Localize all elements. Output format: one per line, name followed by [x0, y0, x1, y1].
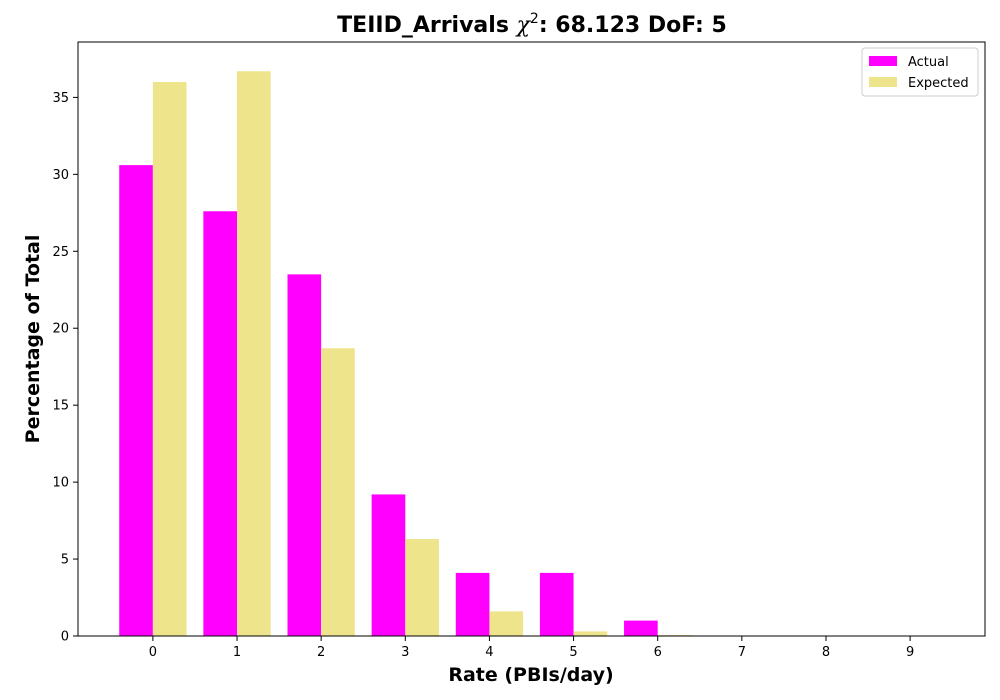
x-tick-label-6: 6	[654, 645, 662, 660]
x-tick-label-4: 4	[485, 645, 493, 660]
y-tick-label-5: 5	[61, 553, 69, 568]
bar-actual-6	[624, 620, 658, 636]
bar-expected-0	[152, 82, 187, 636]
y-tick-label-30: 30	[52, 168, 69, 183]
x-tick-label-1: 1	[233, 645, 241, 660]
x-tick-label-3: 3	[401, 645, 409, 660]
legend-label-actual: Actual	[908, 55, 949, 70]
x-tick-label-5: 5	[569, 645, 577, 660]
x-tick-label-8: 8	[822, 645, 830, 660]
y-tick-label-15: 15	[52, 399, 69, 414]
y-axis-ticks: 0 5 10 15 20 25 30 35	[52, 91, 78, 645]
y-axis-label: Percentage of Total	[22, 235, 44, 444]
x-axis-label: Rate (PBIs/day)	[448, 664, 613, 686]
bar-actual-2	[287, 274, 322, 636]
x-tick-label-0: 0	[149, 645, 157, 660]
legend-swatch-actual	[869, 56, 897, 66]
legend-swatch-expected	[869, 77, 897, 87]
bar-expected-2	[321, 348, 355, 636]
bar-expected-3	[405, 539, 439, 636]
y-tick-label-35: 35	[52, 91, 69, 106]
bar-expected-5	[573, 631, 608, 636]
bars-group	[119, 71, 692, 637]
bar-actual-0	[119, 165, 153, 637]
bar-actual-1	[203, 211, 238, 636]
bar-actual-4	[455, 572, 490, 636]
x-tick-label-7: 7	[738, 645, 746, 660]
x-tick-label-9: 9	[906, 645, 914, 660]
bar-actual-5	[539, 572, 574, 636]
y-tick-label-25: 25	[52, 245, 69, 260]
x-tick-label-2: 2	[317, 645, 325, 660]
bar-expected-4	[489, 611, 524, 636]
plot-frame	[77, 41, 986, 637]
y-tick-label-10: 10	[52, 476, 69, 491]
x-axis-ticks: 0 1 2 3 4 5 6 7 8 9	[149, 636, 914, 660]
legend: Actual Expected	[861, 47, 979, 97]
y-tick-label-20: 20	[52, 322, 69, 337]
bar-actual-3	[371, 494, 406, 636]
y-tick-label-0: 0	[61, 630, 69, 645]
bar-expected-1	[237, 71, 271, 637]
legend-label-expected: Expected	[908, 76, 969, 91]
chart-title: TEIID_Arrivals χ2: 68.123 DoF: 5	[337, 11, 727, 38]
